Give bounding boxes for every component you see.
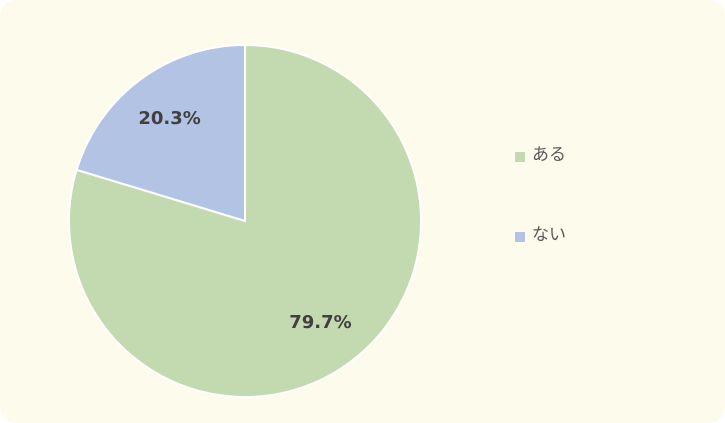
pie-slice bbox=[75, 43, 246, 223]
data-label: 79.7% bbox=[289, 312, 351, 333]
legend-label: ない bbox=[532, 225, 566, 245]
legend-swatch bbox=[515, 232, 525, 242]
data-label: 20.3% bbox=[138, 108, 200, 129]
legend-label: ある bbox=[532, 145, 566, 165]
legend-swatch bbox=[515, 152, 525, 162]
